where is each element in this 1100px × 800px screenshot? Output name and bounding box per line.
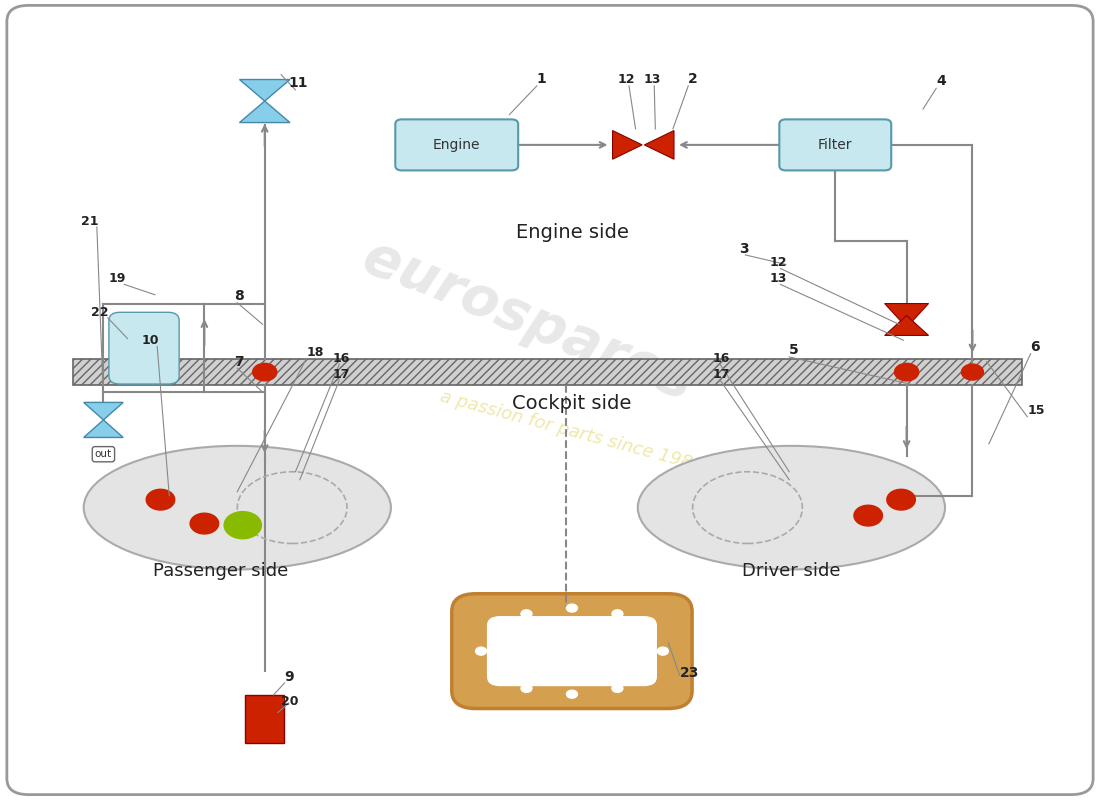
Circle shape xyxy=(887,490,915,510)
Text: Passenger side: Passenger side xyxy=(153,562,288,581)
Polygon shape xyxy=(84,402,123,420)
Text: out: out xyxy=(95,450,112,459)
Text: 5: 5 xyxy=(789,342,799,357)
Text: 19: 19 xyxy=(109,272,126,285)
Text: 3: 3 xyxy=(739,242,748,255)
Text: 11: 11 xyxy=(289,77,308,90)
Bar xyxy=(73,359,1022,385)
Text: 6: 6 xyxy=(1031,339,1041,354)
Circle shape xyxy=(612,610,623,618)
Circle shape xyxy=(612,685,623,692)
Polygon shape xyxy=(613,130,642,159)
Bar xyxy=(245,695,285,743)
Polygon shape xyxy=(645,130,674,159)
Polygon shape xyxy=(884,303,928,327)
Text: 20: 20 xyxy=(282,695,299,708)
Text: Engine: Engine xyxy=(433,138,481,152)
Text: Filter: Filter xyxy=(818,138,852,152)
Text: eurospares: eurospares xyxy=(355,230,701,411)
Text: 4: 4 xyxy=(936,74,946,88)
Text: 13: 13 xyxy=(769,272,786,285)
Text: 17: 17 xyxy=(332,368,350,381)
Circle shape xyxy=(146,490,175,510)
FancyBboxPatch shape xyxy=(109,312,179,384)
Polygon shape xyxy=(884,315,928,335)
Polygon shape xyxy=(84,420,123,438)
Circle shape xyxy=(521,685,532,692)
Circle shape xyxy=(521,610,532,618)
Text: 17: 17 xyxy=(713,368,730,381)
Text: a passion for parts since 1985: a passion for parts since 1985 xyxy=(438,388,705,476)
Circle shape xyxy=(253,363,277,381)
Text: 8: 8 xyxy=(234,290,244,303)
Text: 7: 7 xyxy=(234,354,243,369)
Circle shape xyxy=(566,690,578,698)
Text: Engine side: Engine side xyxy=(516,223,628,242)
FancyBboxPatch shape xyxy=(487,616,657,686)
Text: 1: 1 xyxy=(537,72,547,86)
Text: 16: 16 xyxy=(713,352,729,365)
Text: Cockpit side: Cockpit side xyxy=(513,394,631,414)
Text: 10: 10 xyxy=(142,334,160,347)
Text: Driver side: Driver side xyxy=(742,562,840,581)
FancyBboxPatch shape xyxy=(7,6,1093,794)
Text: 9: 9 xyxy=(285,670,294,684)
Polygon shape xyxy=(240,101,290,122)
Circle shape xyxy=(190,514,219,534)
Ellipse shape xyxy=(638,446,945,570)
FancyBboxPatch shape xyxy=(395,119,518,170)
Text: 2: 2 xyxy=(689,72,698,86)
Text: 13: 13 xyxy=(644,73,661,86)
Text: 12: 12 xyxy=(769,256,786,269)
Circle shape xyxy=(658,647,669,655)
Circle shape xyxy=(487,669,498,677)
Circle shape xyxy=(646,626,657,634)
Text: 15: 15 xyxy=(1027,404,1045,418)
Text: 23: 23 xyxy=(680,666,698,681)
Circle shape xyxy=(475,647,486,655)
FancyBboxPatch shape xyxy=(779,119,891,170)
Circle shape xyxy=(961,364,983,380)
Text: 18: 18 xyxy=(307,346,323,359)
Text: 21: 21 xyxy=(81,214,99,228)
Circle shape xyxy=(646,669,657,677)
Text: 12: 12 xyxy=(618,73,636,86)
FancyBboxPatch shape xyxy=(452,594,692,709)
Polygon shape xyxy=(240,79,290,101)
Text: 22: 22 xyxy=(91,306,109,319)
Circle shape xyxy=(487,626,498,634)
Circle shape xyxy=(894,363,918,381)
Text: 16: 16 xyxy=(332,352,350,365)
Circle shape xyxy=(224,512,262,538)
Ellipse shape xyxy=(84,446,390,570)
Circle shape xyxy=(854,506,882,526)
Circle shape xyxy=(566,604,578,612)
